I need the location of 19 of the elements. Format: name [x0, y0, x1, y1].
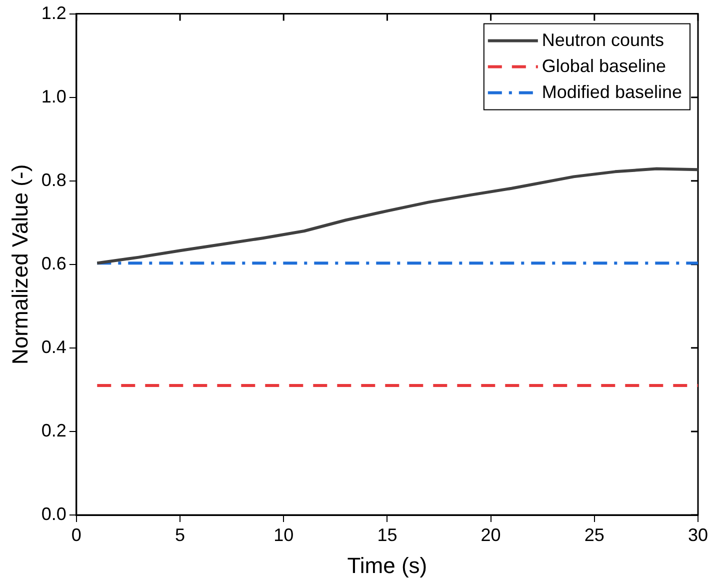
y-tick-label: 0.0	[41, 504, 66, 524]
x-tick-label: 0	[71, 524, 82, 545]
x-tick-label: 15	[377, 524, 398, 545]
y-tick-label: 1.2	[41, 2, 66, 23]
legend-label: Neutron counts	[542, 30, 664, 50]
x-tick-label: 10	[274, 524, 294, 545]
y-tick-label: 0.6	[41, 253, 66, 274]
y-tick-label: 0.4	[41, 336, 66, 357]
x-tick-label: 30	[688, 524, 708, 545]
legend-label: Modified baseline	[542, 82, 682, 102]
y-tick-label: 0.2	[41, 420, 66, 440]
legend-label: Global baseline	[542, 56, 666, 76]
x-tick-label: 5	[175, 524, 186, 545]
y-tick-label: 1.0	[41, 86, 66, 106]
x-axis-title: Time (s)	[347, 552, 428, 578]
x-tick-label: 20	[480, 524, 501, 545]
x-tick-label: 25	[584, 524, 604, 545]
y-axis-title: Normalized Value (-)	[7, 164, 32, 364]
y-tick-label: 0.8	[41, 170, 66, 190]
